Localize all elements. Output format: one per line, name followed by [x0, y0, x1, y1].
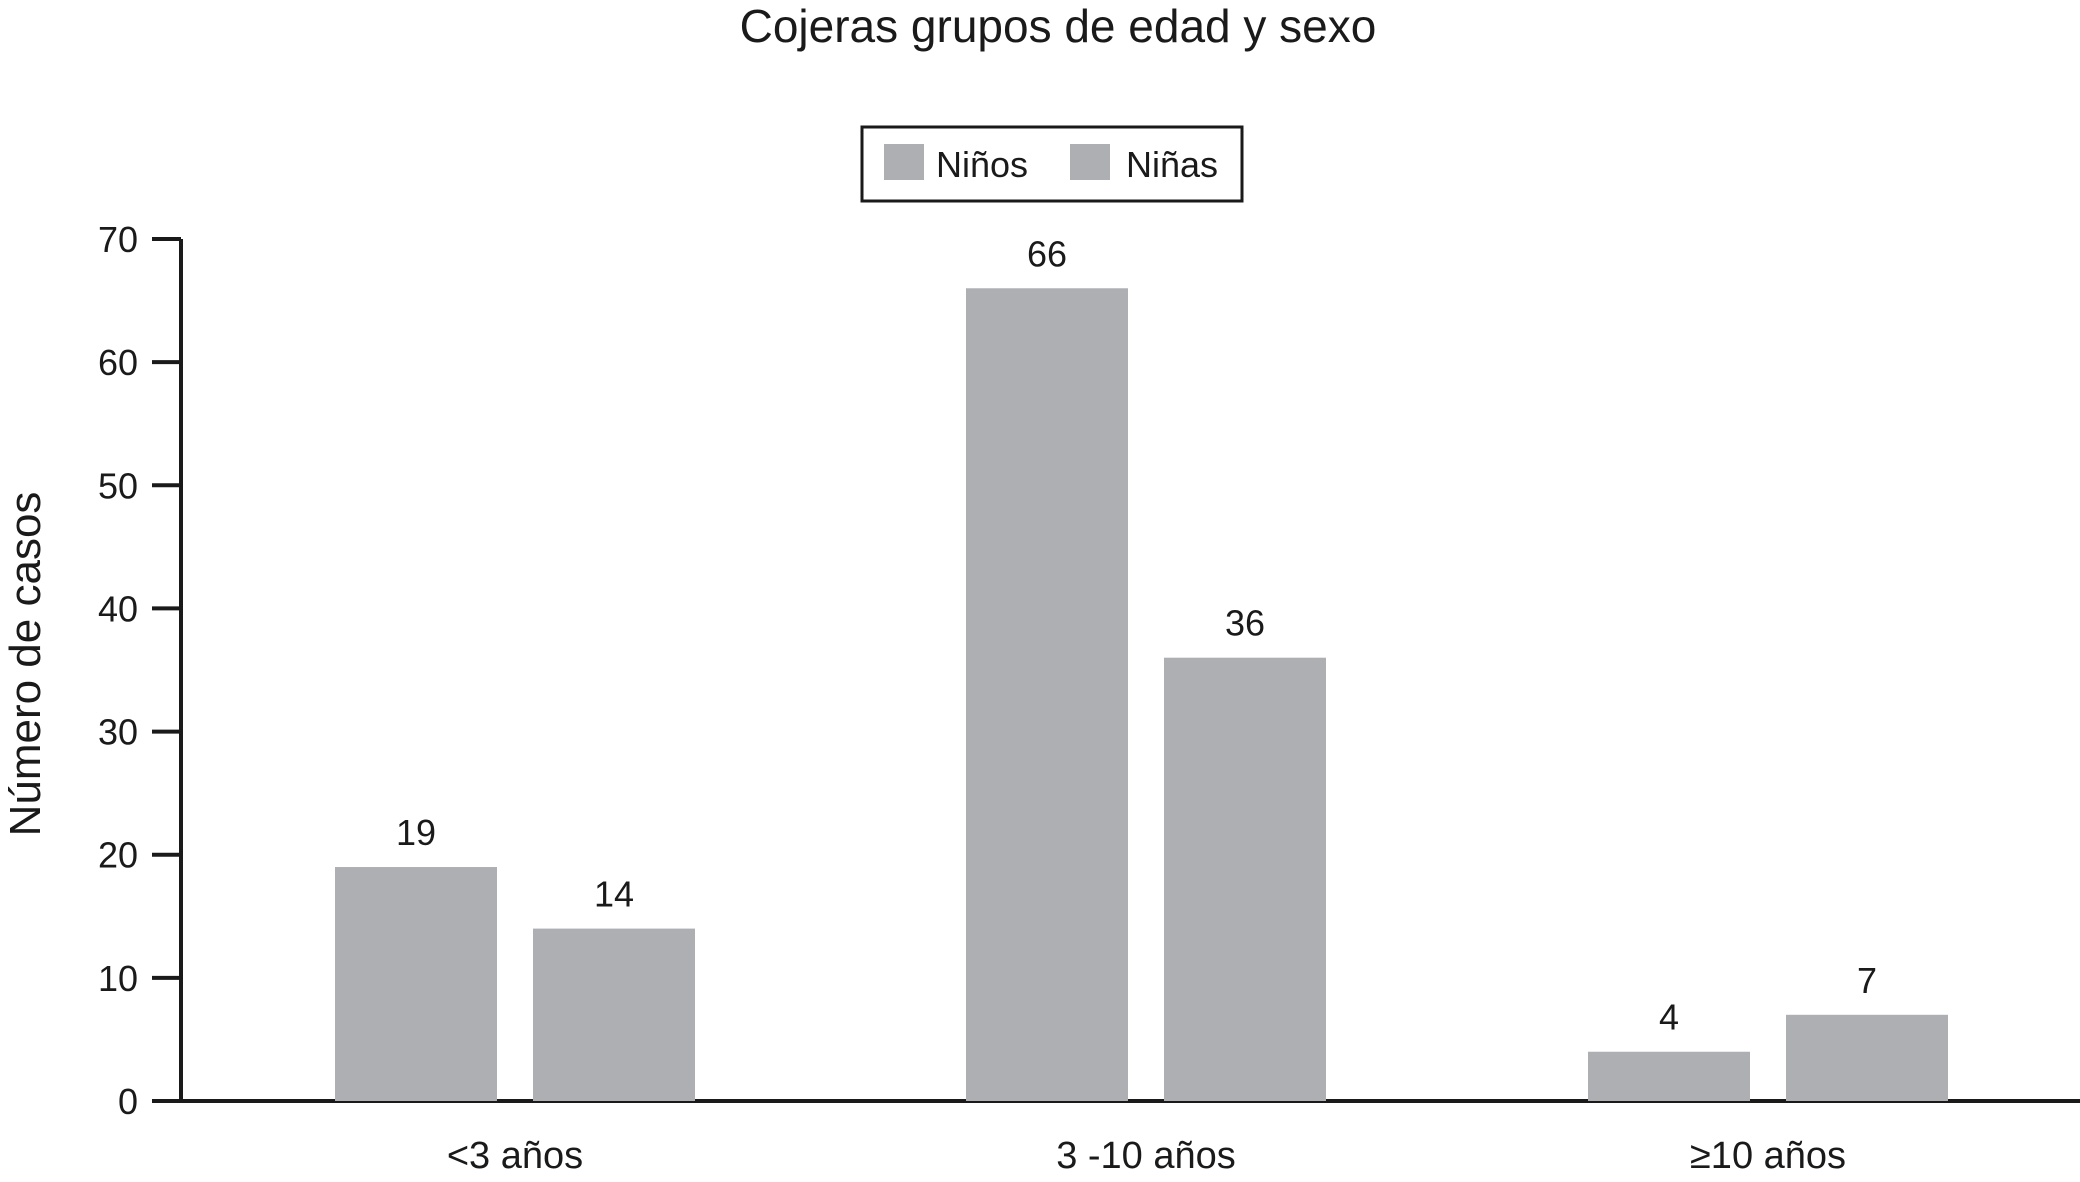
- bar-value-label: 14: [594, 874, 634, 915]
- y-tick-label: 70: [98, 219, 138, 260]
- bar: [1588, 1051, 1750, 1101]
- bar-value-label: 7: [1857, 960, 1877, 1001]
- legend: Niños Niñas: [860, 125, 1244, 203]
- legend-swatch-ninas: [1070, 144, 1110, 180]
- bar-value-label: 19: [396, 812, 436, 853]
- y-tick-label: 50: [98, 465, 138, 506]
- legend-label-ninas: Niñas: [1126, 144, 1218, 185]
- legend-label-ninos: Niños: [936, 144, 1028, 185]
- y-tick-label: 20: [98, 835, 138, 876]
- y-tick-label: 10: [98, 958, 138, 999]
- y-axis-title: Número de casos: [1, 492, 50, 837]
- x-axis: <3 años 3 -10 años ≥10 años: [152, 1099, 2080, 1177]
- bar: [1786, 1014, 1948, 1101]
- bar-value-label: 4: [1659, 997, 1679, 1038]
- y-axis: 0 10 20 30 40 50 60 70: [98, 219, 183, 1122]
- y-tick-label: 30: [98, 712, 138, 753]
- legend-frame: [860, 125, 1244, 203]
- bar-value-label: 36: [1225, 603, 1265, 644]
- y-tick-label: 0: [118, 1081, 138, 1122]
- chart-title: Cojeras grupos de edad y sexo: [740, 0, 1377, 52]
- x-tick-label: <3 años: [447, 1135, 583, 1177]
- bar: [1164, 657, 1326, 1101]
- y-tick-label: 40: [98, 588, 138, 629]
- legend-swatch-ninos: [884, 144, 924, 180]
- bar-value-labels: 19 66 4 14 36 7: [396, 233, 1877, 1037]
- bars: [335, 288, 1948, 1101]
- bar: [335, 867, 497, 1101]
- x-tick-label: 3 -10 años: [1056, 1135, 1236, 1177]
- y-tick-label: 60: [98, 342, 138, 383]
- bar: [533, 928, 695, 1101]
- bar: [966, 288, 1128, 1101]
- x-tick-label: ≥10 años: [1690, 1135, 1846, 1177]
- bar-value-label: 66: [1027, 233, 1067, 274]
